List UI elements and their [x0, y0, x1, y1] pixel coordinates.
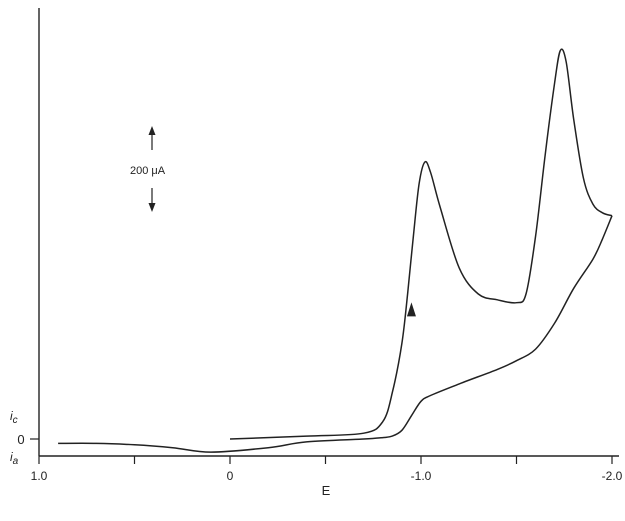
x-axis-title: E [322, 483, 331, 498]
x-tick-label: -1.0 [411, 469, 432, 483]
anodic-current-label: ia [10, 450, 19, 467]
voltammogram-curves [58, 48, 613, 453]
x-tick-label: 0 [227, 469, 234, 483]
x-tick-label: 1.0 [31, 469, 48, 483]
return-sweep-curve [58, 215, 613, 453]
sweep-direction-arrow [406, 302, 416, 317]
scale-bar-down-arrowhead [148, 203, 156, 212]
cathodic-sweep-curve [229, 48, 613, 440]
scale-bar-up-arrowhead [148, 126, 156, 135]
x-tick-group: 1.0 0 -1.0 -2.0 [31, 456, 623, 483]
x-tick-label: -2.0 [602, 469, 623, 483]
cathodic-current-label: ic [10, 409, 18, 426]
scale-bar-label: 200 μA [130, 165, 166, 177]
y-zero-label: 0 [17, 432, 24, 447]
current-scale-bar: 200 μA [130, 126, 166, 212]
